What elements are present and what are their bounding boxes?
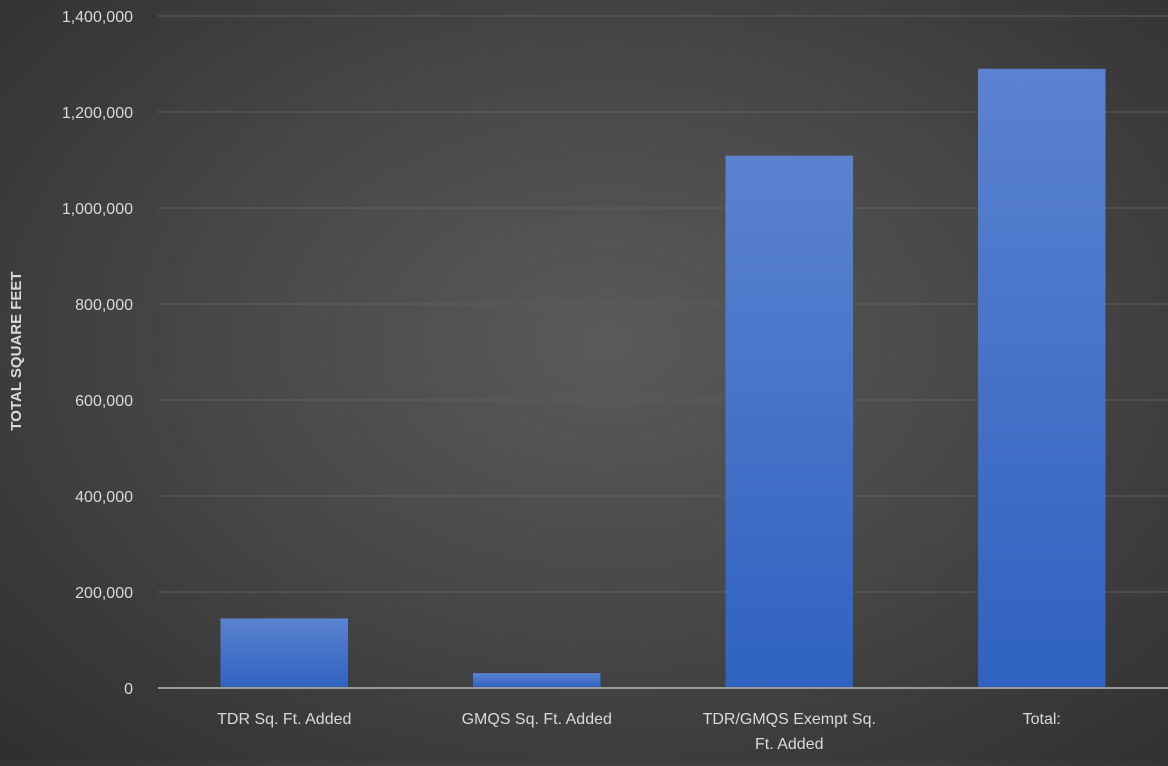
bar — [472, 673, 601, 688]
bar — [977, 68, 1106, 689]
bar — [725, 155, 854, 688]
y-tick-label: 0 — [124, 681, 133, 698]
bars — [220, 68, 1106, 689]
gridlines — [158, 15, 1168, 593]
y-tick-label: 1,000,000 — [62, 201, 133, 218]
tick-labels: 0 200,000 400,000 600,000 800,000 1,000,000 1,… — [62, 9, 1061, 753]
x-tick-label: GMQS Sq. Ft. Added — [462, 711, 612, 728]
y-tick-label: 1,200,000 — [62, 105, 133, 122]
y-tick-label: 400,000 — [75, 489, 133, 506]
y-tick-label: 600,000 — [75, 393, 133, 410]
x-tick-label: Total: — [1023, 711, 1061, 728]
x-tick-label: Ft. Added — [755, 736, 824, 753]
x-tick-label: TDR/GMQS Exempt Sq. — [703, 711, 876, 728]
y-axis-title: TOTAL SQUARE FEET — [8, 271, 25, 430]
y-tick-label: 200,000 — [75, 585, 133, 602]
y-tick-label: 1,400,000 — [62, 9, 133, 26]
bar — [220, 618, 349, 688]
x-tick-label: TDR Sq. Ft. Added — [217, 711, 351, 728]
y-tick-label: 800,000 — [75, 297, 133, 314]
